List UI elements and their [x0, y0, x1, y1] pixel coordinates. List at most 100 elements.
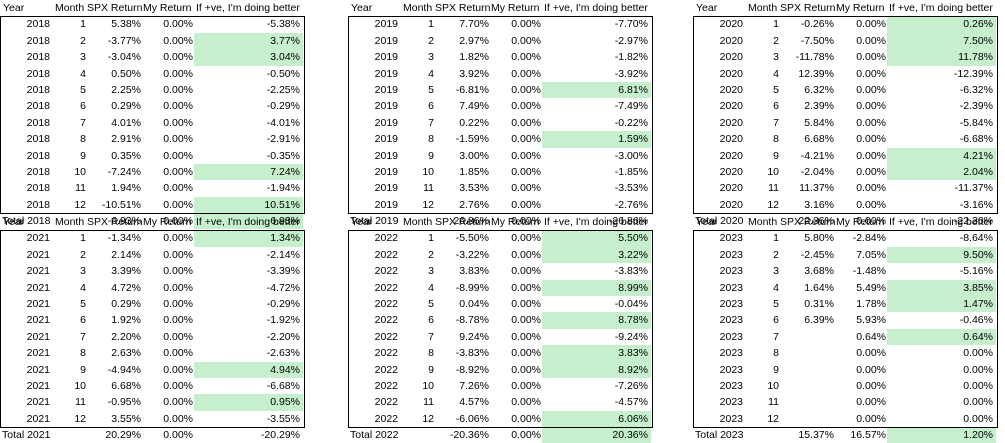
my-return-cell[interactable]: 0.00%: [856, 67, 886, 80]
year-cell[interactable]: 2022: [374, 396, 398, 409]
month-cell[interactable]: 9: [80, 363, 86, 376]
year-cell[interactable]: 2021: [26, 363, 50, 376]
month-cell[interactable]: 3: [428, 265, 434, 278]
year-cell[interactable]: 2020: [719, 18, 743, 31]
total-label[interactable]: Total 2023: [695, 429, 744, 442]
spx-return-cell[interactable]: 12.39%: [798, 67, 834, 80]
diff-cell[interactable]: 0.95%: [194, 394, 303, 411]
spx-return-cell[interactable]: -6.93%: [107, 215, 141, 228]
spx-return-cell[interactable]: -2.04%: [800, 165, 834, 178]
month-cell[interactable]: 12: [74, 198, 86, 211]
my-return-cell[interactable]: 0.00%: [511, 18, 541, 31]
year-header[interactable]: Year: [351, 2, 373, 14]
my-return-cell[interactable]: 0.00%: [511, 165, 541, 178]
year-cell[interactable]: 2020: [719, 149, 743, 162]
my-return-cell[interactable]: 0.00%: [163, 396, 193, 409]
year-cell[interactable]: 2019: [374, 198, 398, 211]
year-cell[interactable]: 2021: [26, 412, 50, 425]
my-return-cell[interactable]: 0.00%: [163, 232, 193, 245]
spx-return-cell[interactable]: -5.50%: [455, 232, 489, 245]
spx-return-cell[interactable]: 0.22%: [459, 116, 489, 129]
my-return-cell[interactable]: 0.00%: [163, 83, 193, 96]
year-cell[interactable]: 2022: [374, 379, 398, 392]
year-cell[interactable]: 2018: [26, 18, 50, 31]
my-return-cell[interactable]: 0.00%: [856, 51, 886, 64]
my-return-cell[interactable]: -1.48%: [852, 265, 886, 278]
diff-cell[interactable]: -3.53%: [614, 182, 648, 195]
year-cell[interactable]: 2020: [719, 34, 743, 47]
spx-return-cell[interactable]: 1.94%: [111, 182, 141, 195]
year-cell[interactable]: 2022: [374, 347, 398, 360]
spx-return-cell[interactable]: 0.50%: [111, 67, 141, 80]
my-return-cell[interactable]: 0.00%: [511, 34, 541, 47]
my-return-cell[interactable]: 0.00%: [163, 51, 193, 64]
spx-return-cell[interactable]: 3.83%: [459, 265, 489, 278]
my-return-cell[interactable]: 0.00%: [163, 215, 193, 228]
my-return-cell[interactable]: 0.00%: [856, 100, 886, 113]
month-header[interactable]: Month: [403, 216, 433, 228]
better-header[interactable]: If +ve, I'm doing better: [196, 2, 300, 14]
my-return-cell[interactable]: 0.00%: [511, 133, 541, 146]
spx-return-cell[interactable]: -6.81%: [455, 83, 489, 96]
diff-cell[interactable]: 11.78%: [887, 49, 996, 66]
month-cell[interactable]: 1: [80, 18, 86, 31]
my-return-cell[interactable]: 0.00%: [163, 100, 193, 113]
month-cell[interactable]: 12: [422, 412, 434, 425]
spx-return-cell[interactable]: -3.83%: [455, 347, 489, 360]
month-cell[interactable]: 9: [428, 363, 434, 376]
my-return-cell[interactable]: 5.93%: [856, 314, 886, 327]
my-return-cell[interactable]: 0.00%: [856, 182, 886, 195]
month-cell[interactable]: 10: [767, 379, 779, 392]
my-return-cell[interactable]: 0.00%: [856, 83, 886, 96]
diff-cell[interactable]: 1.59%: [542, 131, 651, 148]
month-cell[interactable]: 10: [74, 379, 86, 392]
spx-return-cell[interactable]: 1.82%: [459, 51, 489, 64]
month-cell[interactable]: 3: [773, 265, 779, 278]
year-header[interactable]: Year: [696, 2, 718, 14]
diff-cell[interactable]: -0.50%: [266, 67, 300, 80]
my-return-header[interactable]: My Return: [491, 216, 540, 228]
my-return-cell[interactable]: 0.00%: [163, 281, 193, 294]
diff-cell[interactable]: 0.64%: [887, 328, 996, 346]
year-cell[interactable]: 2019: [374, 67, 398, 80]
month-header[interactable]: Month: [748, 216, 778, 228]
month-cell[interactable]: 10: [422, 379, 434, 392]
year-cell[interactable]: 2023: [719, 330, 743, 343]
diff-cell[interactable]: -7.49%: [614, 100, 648, 113]
spx-return-cell[interactable]: [779, 411, 834, 427]
spx-return-cell[interactable]: 2.25%: [111, 83, 141, 96]
diff-cell[interactable]: -22.36%: [953, 215, 993, 228]
diff-cell[interactable]: 2.04%: [887, 163, 996, 181]
month-cell[interactable]: 10: [74, 165, 86, 178]
my-return-header[interactable]: My Return: [143, 2, 192, 14]
month-cell[interactable]: 11: [423, 182, 434, 195]
month-cell[interactable]: 4: [80, 281, 86, 294]
year-cell[interactable]: 2023: [719, 281, 743, 294]
spx-return-cell[interactable]: 3.55%: [111, 412, 141, 425]
my-return-cell[interactable]: 0.00%: [163, 67, 193, 80]
spx-return-cell[interactable]: 3.68%: [804, 265, 834, 278]
spx-return-cell[interactable]: 5.38%: [111, 18, 141, 31]
diff-cell[interactable]: -5.84%: [959, 116, 993, 129]
my-return-cell[interactable]: 0.00%: [511, 83, 541, 96]
month-cell[interactable]: 1: [428, 18, 434, 31]
diff-cell[interactable]: -2.63%: [266, 347, 300, 360]
spx-return-cell[interactable]: -8.99%: [455, 281, 489, 294]
year-cell[interactable]: 2018: [26, 116, 50, 129]
month-cell[interactable]: 9: [773, 363, 779, 376]
diff-cell[interactable]: -0.04%: [614, 297, 648, 310]
year-cell[interactable]: 2021: [26, 330, 50, 343]
month-cell[interactable]: 11: [768, 396, 779, 409]
my-return-cell[interactable]: 0.00%: [511, 396, 541, 409]
diff-cell[interactable]: 9.50%: [887, 246, 996, 264]
my-return-cell[interactable]: 0.00%: [511, 265, 541, 278]
spx-return-header[interactable]: SPX Return: [435, 216, 491, 228]
spx-return-cell[interactable]: 2.39%: [804, 100, 834, 113]
diff-cell[interactable]: -5.16%: [959, 265, 993, 278]
month-cell[interactable]: 10: [767, 165, 779, 178]
year-cell[interactable]: 2023: [719, 379, 743, 392]
diff-cell[interactable]: 3.85%: [887, 279, 996, 296]
year-cell[interactable]: 2021: [26, 396, 50, 409]
year-cell[interactable]: 2018: [26, 51, 50, 64]
diff-cell[interactable]: 6.06%: [542, 410, 651, 428]
